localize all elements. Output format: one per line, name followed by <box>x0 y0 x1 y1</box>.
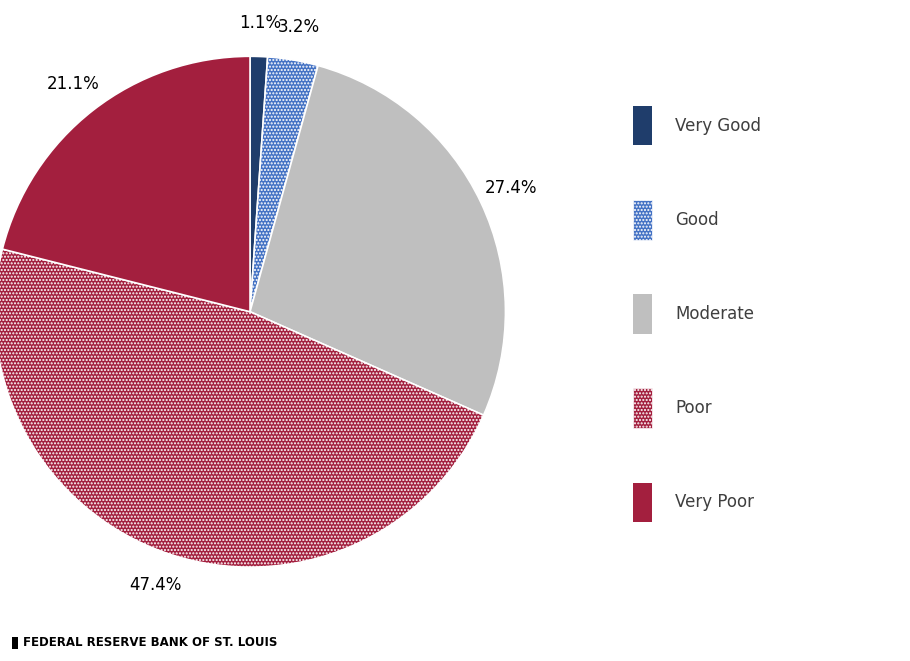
Text: 27.4%: 27.4% <box>485 179 537 197</box>
Wedge shape <box>250 56 268 312</box>
Bar <box>633 388 652 428</box>
Text: 3.2%: 3.2% <box>278 19 319 36</box>
Wedge shape <box>3 56 250 312</box>
Bar <box>633 200 652 240</box>
Text: 47.4%: 47.4% <box>130 576 182 594</box>
Text: 1.1%: 1.1% <box>239 15 281 32</box>
Text: Poor: Poor <box>675 399 712 417</box>
Bar <box>633 106 652 145</box>
Text: Very Poor: Very Poor <box>675 493 754 512</box>
Bar <box>633 294 652 334</box>
Bar <box>633 483 652 522</box>
Wedge shape <box>250 65 505 415</box>
Wedge shape <box>0 249 483 567</box>
Text: 21.1%: 21.1% <box>46 75 99 93</box>
Wedge shape <box>250 57 318 312</box>
Text: Very Good: Very Good <box>675 116 762 135</box>
Text: FEDERAL RESERVE BANK OF ST. LOUIS: FEDERAL RESERVE BANK OF ST. LOUIS <box>23 637 278 650</box>
Text: Good: Good <box>675 211 719 229</box>
Text: Moderate: Moderate <box>675 305 754 323</box>
